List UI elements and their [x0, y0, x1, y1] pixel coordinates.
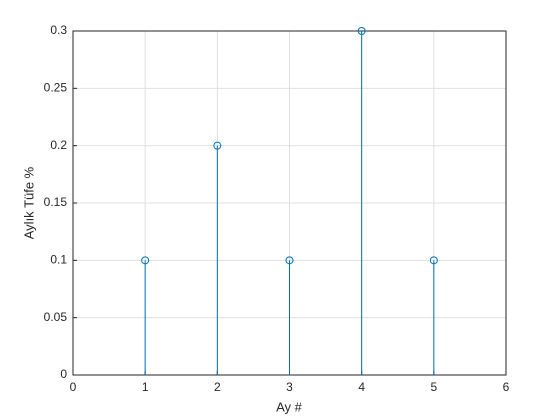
x-tick-label: 5	[430, 380, 437, 394]
x-axis-label: Ay #	[276, 399, 303, 414]
y-tick-label: 0.2	[50, 138, 67, 152]
stem-marker	[357, 27, 366, 35]
y-axis-label: Aylık Tüfe %	[21, 166, 36, 239]
stem-marker	[141, 256, 150, 265]
x-tick-label: 2	[214, 380, 221, 394]
x-tick-label: 4	[358, 380, 365, 394]
stem-marker	[285, 256, 294, 265]
stem-marker	[429, 256, 438, 265]
x-tick-label: 3	[286, 380, 293, 394]
stem-marker	[213, 141, 222, 150]
x-tick-label: 1	[142, 380, 149, 394]
x-tick-label: 0	[70, 380, 77, 394]
y-tick-label: 0	[60, 367, 67, 381]
y-tick-label: 0.3	[50, 23, 67, 37]
y-tick-label: 0.1	[50, 253, 67, 267]
y-tick-label: 0.05	[44, 310, 68, 324]
y-tick-label: 0.25	[44, 81, 68, 95]
y-tick-label: 0.15	[44, 195, 68, 209]
x-tick-label: 6	[503, 380, 510, 394]
